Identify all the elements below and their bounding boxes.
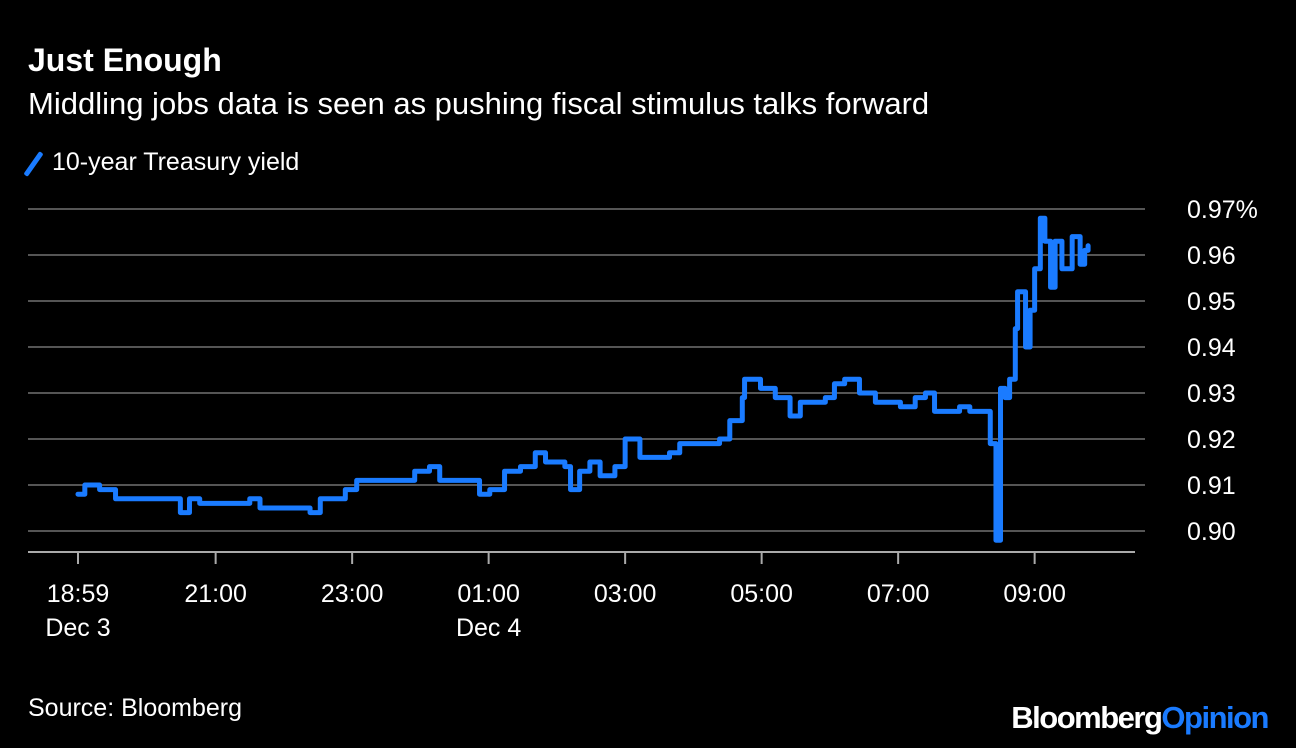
x-tick-label: 09:00 (1003, 580, 1066, 608)
y-tick-label: 0.92 (1187, 426, 1236, 454)
legend-label: 10-year Treasury yield (52, 148, 300, 176)
y-tick-label: 0.94 (1187, 334, 1236, 362)
chart-title: Just Enough (28, 42, 222, 78)
y-tick-label: 0.96 (1187, 242, 1236, 270)
x-tick-label: 21:00 (184, 580, 247, 608)
x-tick-label: 18:59 (47, 580, 110, 608)
series-line-10-year-treasury-yield (75, 215, 1091, 543)
y-tick-label: 0.93 (1187, 380, 1236, 408)
y-tick-label: 0.91 (1187, 472, 1236, 500)
x-tick-label: 23:00 (321, 580, 384, 608)
x-tick-sublabel: Dec 3 (45, 614, 110, 642)
source-note: Source: Bloomberg (28, 694, 243, 722)
chart-subtitle: Middling jobs data is seen as pushing fi… (28, 86, 930, 121)
x-tick-label: 01:00 (457, 580, 520, 608)
legend: 10-year Treasury yield (28, 148, 299, 177)
y-tick-label: 0.90 (1187, 518, 1236, 546)
x-tick-sublabel: Dec 4 (456, 614, 521, 642)
y-tick-label: 0.97% (1187, 196, 1258, 224)
x-tick-label: 05:00 (730, 580, 793, 608)
x-tick-label: 07:00 (867, 580, 930, 608)
bloomberg-opinion-logo: BloombergOpinion (1011, 700, 1269, 735)
x-tick-label: 03:00 (594, 580, 657, 608)
y-tick-label: 0.95 (1187, 288, 1236, 316)
